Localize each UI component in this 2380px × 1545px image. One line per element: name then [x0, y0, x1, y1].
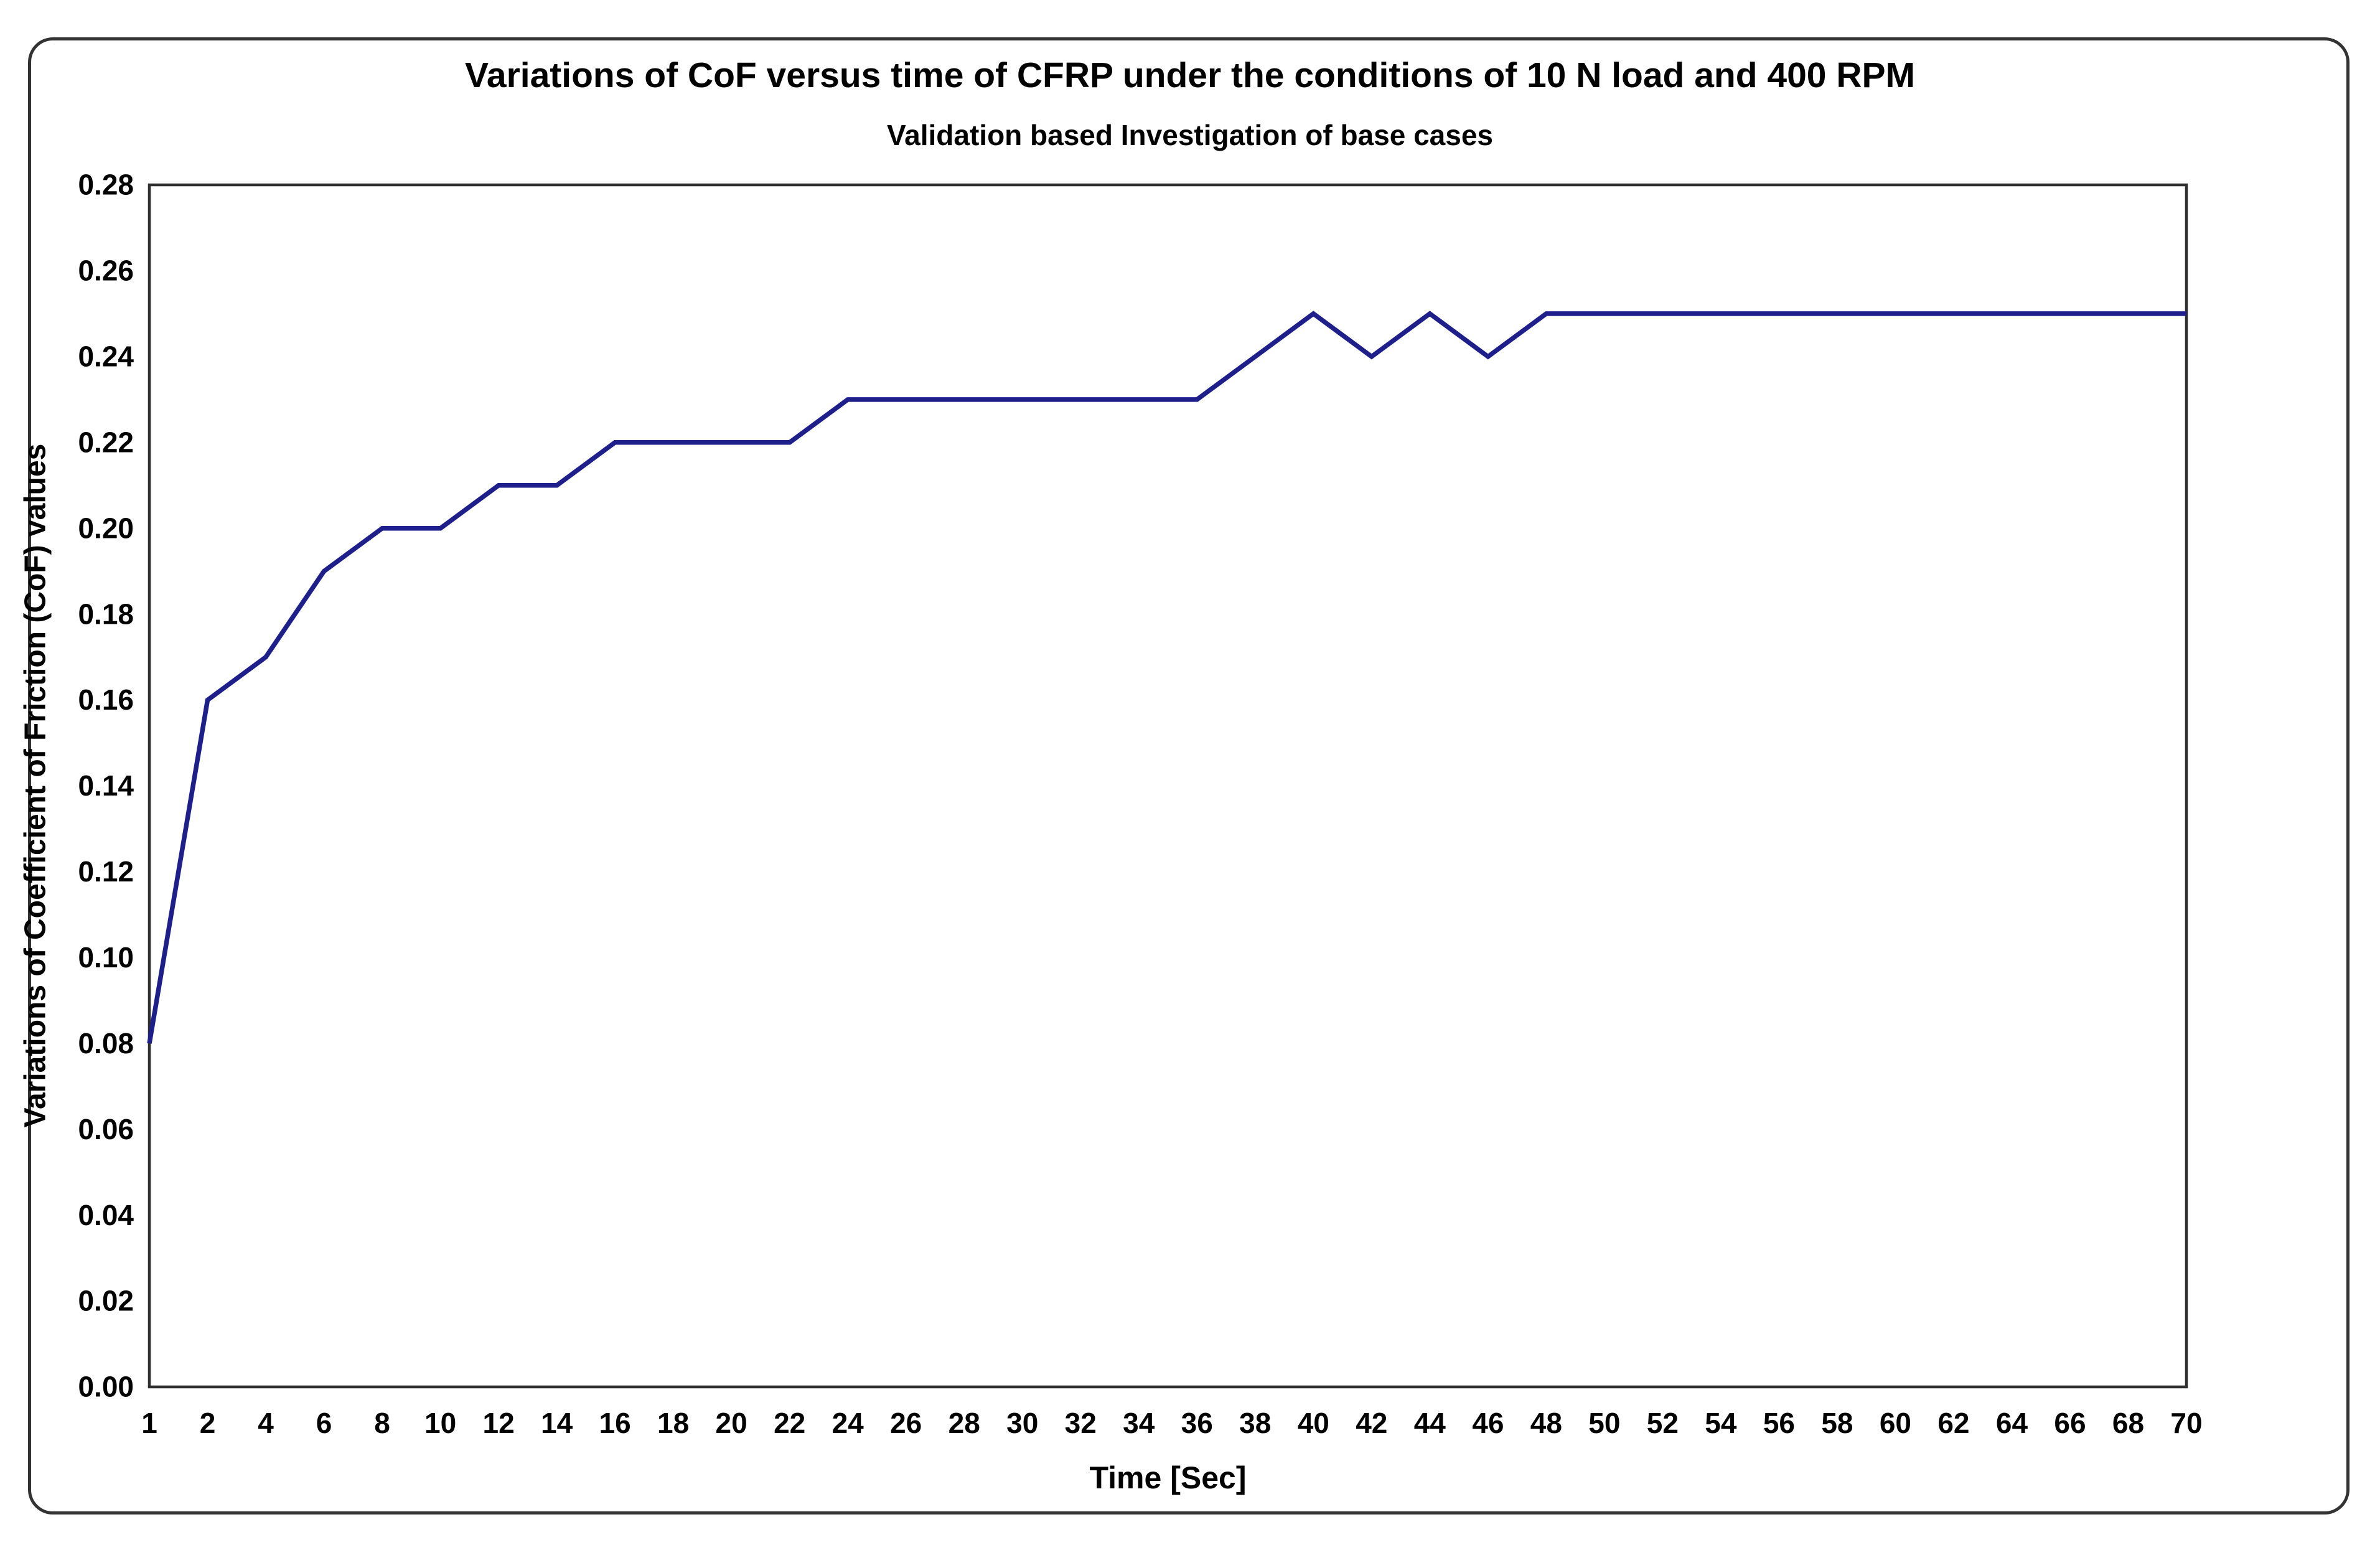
x-tick-label: 44	[1414, 1407, 1446, 1439]
plot-area-border	[148, 183, 2188, 1389]
x-tick-label: 60	[1880, 1407, 1911, 1439]
y-tick-label: 0.08	[78, 1027, 134, 1059]
x-tick-label: 12	[482, 1407, 514, 1439]
y-tick-label: 0.14	[78, 769, 134, 802]
y-tick-label: 0.00	[78, 1371, 134, 1403]
x-tick-label: 2	[200, 1407, 216, 1439]
x-tick-label: 56	[1763, 1407, 1795, 1439]
x-tick-label: 18	[657, 1407, 689, 1439]
y-tick-label: 0.22	[78, 426, 134, 458]
x-tick-label: 4	[258, 1407, 274, 1439]
x-tick-label: 58	[1821, 1407, 1853, 1439]
x-tick-label: 32	[1065, 1407, 1097, 1439]
x-tick-label: 26	[890, 1407, 922, 1439]
x-tick-label: 34	[1123, 1407, 1155, 1439]
figure-frame	[28, 37, 2350, 1514]
x-tick-label: 40	[1298, 1407, 1329, 1439]
y-tick-label: 0.24	[78, 340, 134, 372]
x-tick-label: 6	[316, 1407, 332, 1439]
x-tick-label: 10	[424, 1407, 456, 1439]
y-tick-label: 0.12	[78, 855, 134, 888]
x-tick-label: 52	[1647, 1407, 1679, 1439]
x-tick-label: 24	[832, 1407, 864, 1439]
cof-series-line	[147, 311, 2186, 1044]
x-axis-label: Time [Sec]	[1089, 1460, 1247, 1495]
x-tick-label: 36	[1181, 1407, 1213, 1439]
x-tick-label: 16	[599, 1407, 631, 1439]
y-tick-label: 0.10	[78, 941, 134, 974]
x-tick-label: 42	[1356, 1407, 1387, 1439]
x-tick-label: 48	[1530, 1407, 1562, 1439]
x-tick-label: 8	[374, 1407, 390, 1439]
y-tick-label: 0.06	[78, 1113, 134, 1145]
y-tick-label: 0.28	[78, 169, 134, 201]
y-tick-label: 0.26	[78, 255, 134, 287]
x-tick-label: 66	[2054, 1407, 2086, 1439]
y-tick-label: 0.16	[78, 683, 134, 716]
x-tick-label: 1	[141, 1407, 157, 1439]
x-tick-label: 46	[1472, 1407, 1504, 1439]
x-tick-label: 28	[949, 1407, 980, 1439]
chart-subtitle: Validation based Investigation of base c…	[887, 119, 1493, 151]
x-tick-label: 22	[774, 1407, 805, 1439]
x-tick-label: 68	[2112, 1407, 2144, 1439]
y-tick-label: 0.04	[78, 1199, 134, 1231]
x-tick-label: 62	[1937, 1407, 1969, 1439]
x-tick-label: 38	[1239, 1407, 1271, 1439]
x-tick-label: 50	[1588, 1407, 1620, 1439]
y-tick-label: 0.20	[78, 512, 134, 544]
x-tick-label: 20	[716, 1407, 747, 1439]
x-tick-label: 54	[1705, 1407, 1737, 1439]
x-tick-label: 30	[1006, 1407, 1038, 1439]
x-tick-label: 14	[541, 1407, 573, 1439]
y-axis-label: Variations of Coefficient of Friction (C…	[19, 443, 52, 1128]
x-tick-label: 70	[2170, 1407, 2202, 1439]
x-tick-label: 64	[1996, 1407, 2028, 1439]
chart-title: Variations of CoF versus time of CFRP un…	[465, 55, 1915, 95]
y-tick-label: 0.02	[78, 1285, 134, 1317]
y-tick-label: 0.18	[78, 598, 134, 630]
